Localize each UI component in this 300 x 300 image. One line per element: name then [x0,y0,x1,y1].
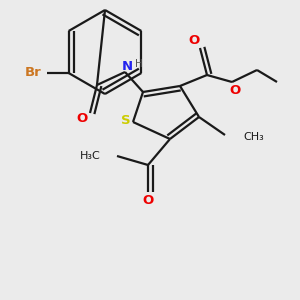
Text: S: S [121,113,131,127]
Text: N: N [122,61,133,74]
Text: H₃C: H₃C [80,151,101,161]
Text: O: O [76,112,88,124]
Text: O: O [142,194,154,206]
Text: O: O [188,34,200,46]
Text: CH₃: CH₃ [243,132,264,142]
Text: Br: Br [24,67,41,80]
Text: O: O [230,83,241,97]
Text: H: H [135,59,143,69]
